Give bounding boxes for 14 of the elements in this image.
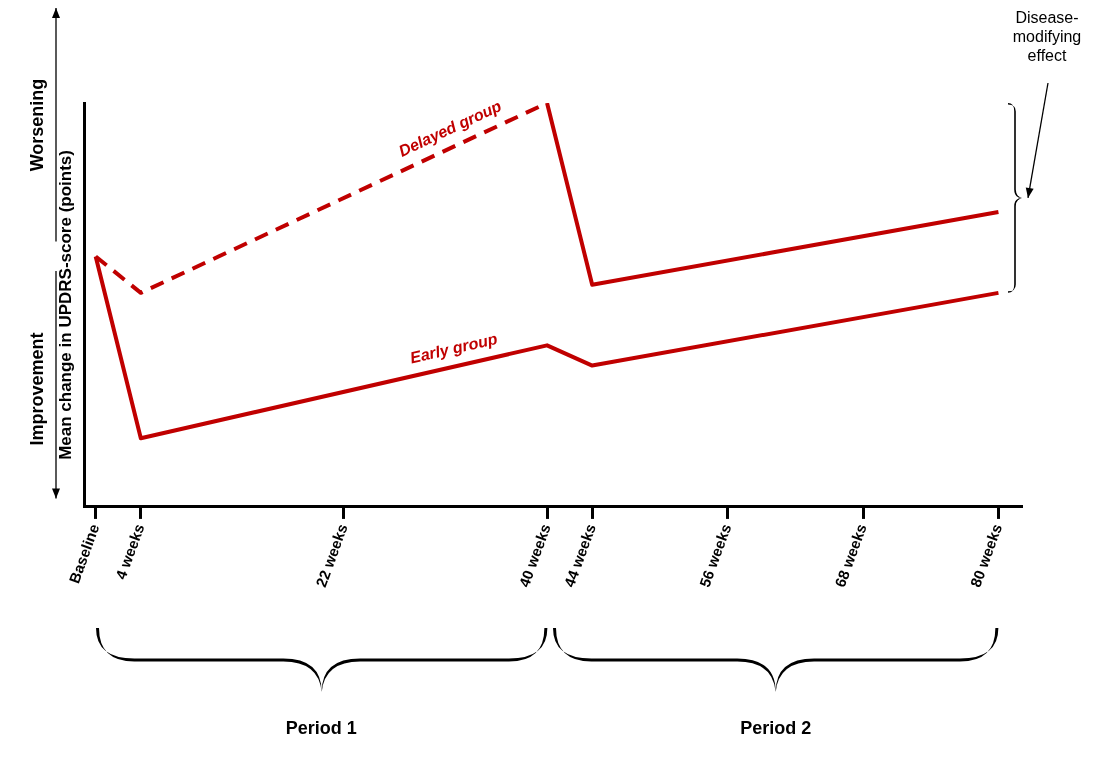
text: Worsening	[27, 78, 48, 172]
y-axis-title: Mean change in UPDRS-score (points)	[55, 150, 75, 460]
x-tick-label: 4 weeks	[111, 521, 148, 582]
text: Improvement	[27, 332, 48, 446]
text: Early group	[408, 329, 500, 367]
x-tick-label: 68 weeks	[831, 521, 870, 590]
text: Period 2	[740, 718, 812, 738]
x-tick-label: 22 weeks	[312, 521, 351, 590]
text: Disease-modifying effect	[1012, 9, 1082, 65]
x-tick-label: 40 weeks	[515, 521, 554, 590]
x-tick-label: 44 weeks	[560, 521, 599, 590]
x-tick-label: 80 weeks	[966, 521, 1006, 590]
x-tick-label: 56 weeks	[695, 521, 735, 590]
text: Period 1	[285, 718, 357, 738]
